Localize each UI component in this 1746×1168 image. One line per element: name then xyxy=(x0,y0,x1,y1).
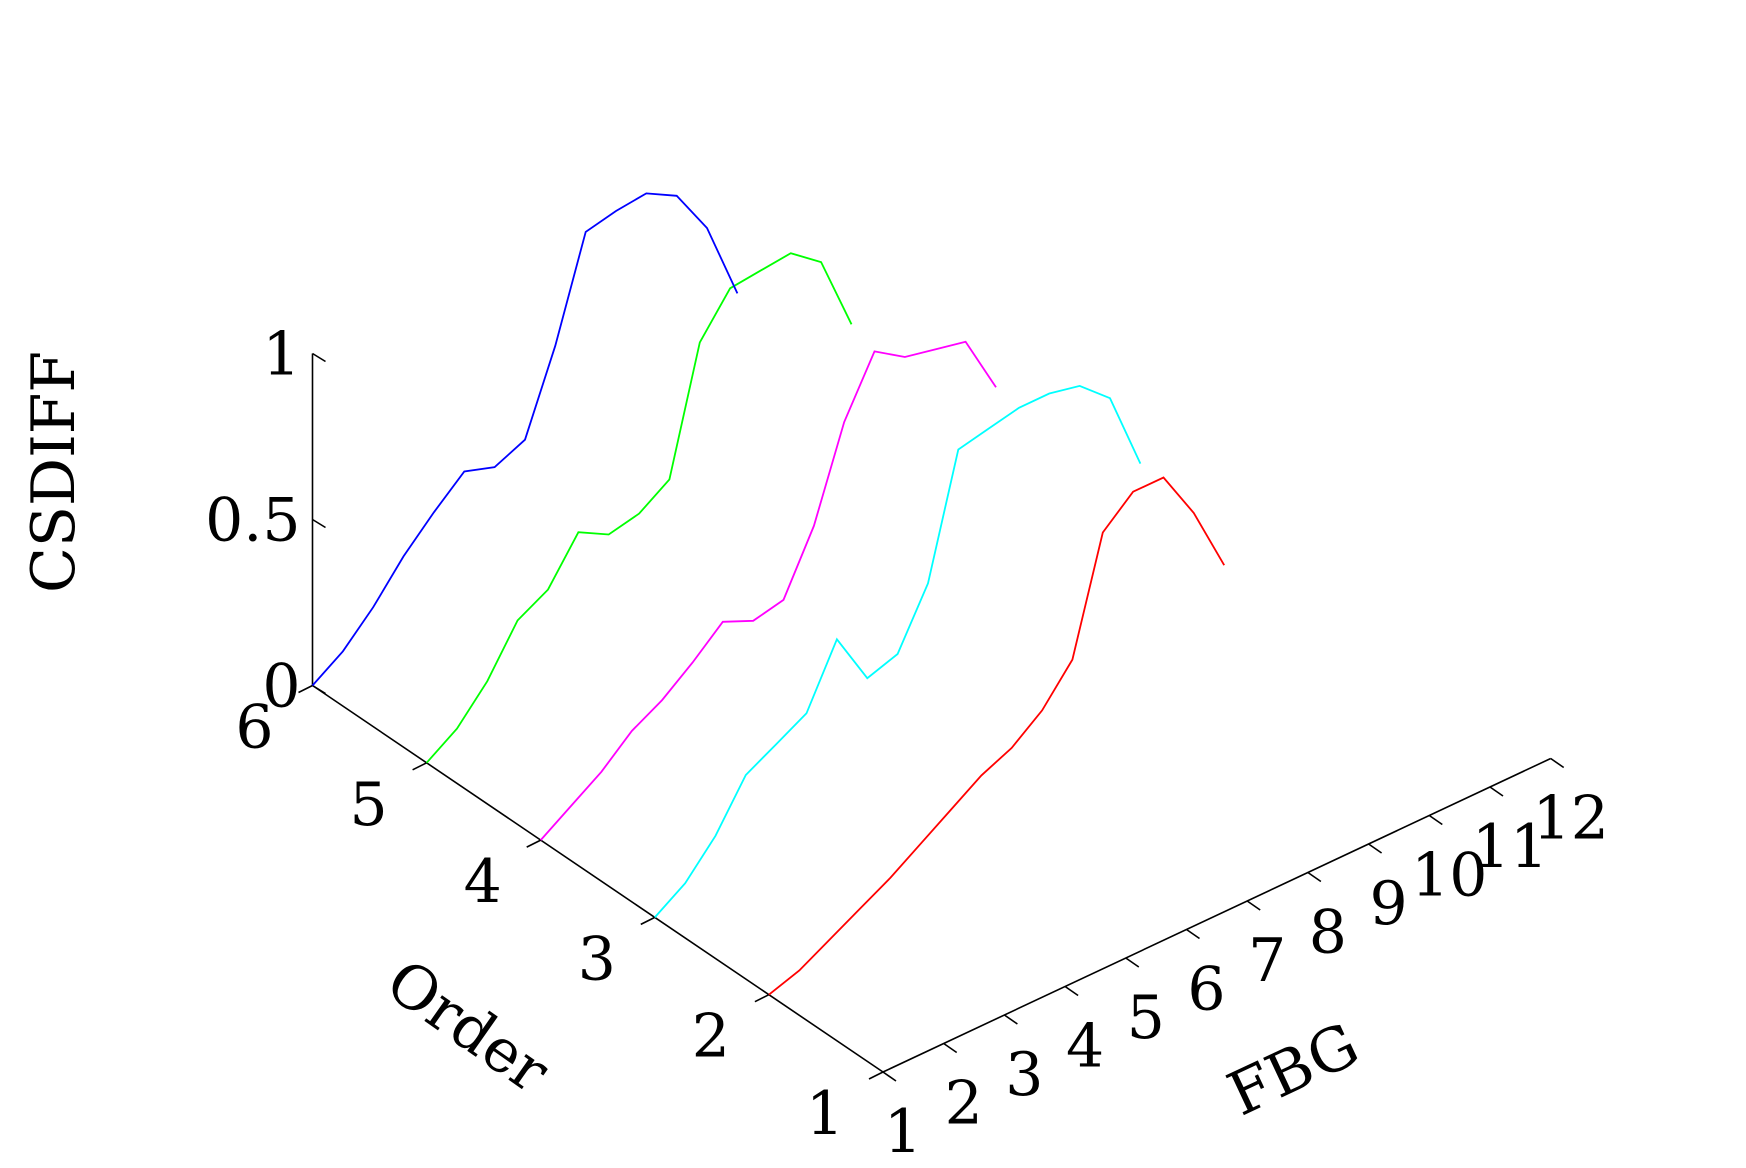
fbg-tick xyxy=(1125,957,1140,968)
axes-layer xyxy=(298,352,1565,1082)
fbg-tick-label: 5 xyxy=(1127,983,1165,1053)
csdiff-axis-title: CSDIFF xyxy=(19,351,89,593)
order-tick-label: 3 xyxy=(578,924,616,994)
fbg-tick-label: 10 xyxy=(1411,841,1487,911)
fbg-tick xyxy=(1186,928,1200,940)
series-line-order-3 xyxy=(654,384,1142,918)
series-line-order-6 xyxy=(311,192,739,687)
fbg-tick-label: 2 xyxy=(945,1069,983,1139)
csdiff-tick xyxy=(312,518,326,529)
csdiff-tick-label: 1 xyxy=(262,320,300,390)
fbg-tick-label: 3 xyxy=(1005,1040,1043,1110)
fbg-tick xyxy=(1246,900,1261,911)
csdiff-tick xyxy=(312,684,326,695)
fbg-tick-label: 7 xyxy=(1248,926,1286,996)
order-tick-label: 6 xyxy=(235,693,273,763)
order-tick-label: 2 xyxy=(692,1002,730,1072)
fbg-tick-label: 1 xyxy=(884,1097,922,1167)
order-tick-label: 1 xyxy=(806,1079,844,1149)
fbg-tick xyxy=(1428,814,1443,826)
fbg-tick-label: 6 xyxy=(1187,955,1225,1025)
fbg-tick-label: 9 xyxy=(1370,869,1408,939)
fbg-tick-label: 12 xyxy=(1533,784,1609,854)
fbg-tick xyxy=(1003,1014,1018,1025)
order-axis-line xyxy=(312,684,884,1073)
order-tick xyxy=(412,762,427,771)
fbg-tick-label: 11 xyxy=(1472,812,1548,882)
fbg-tick xyxy=(1368,843,1383,854)
csdiff-tick-label: 0 xyxy=(262,652,300,722)
order-tick-label: 4 xyxy=(464,847,502,917)
fbg-tick xyxy=(1489,786,1504,797)
series-line-order-4 xyxy=(540,340,997,841)
fbg-axis-title: FBG xyxy=(1218,1010,1370,1130)
order-axis-title: Order xyxy=(373,946,561,1107)
series-line-order-2 xyxy=(768,476,1225,996)
order-tick xyxy=(868,1071,884,1080)
series-line-order-5 xyxy=(425,252,853,764)
fbg-tick-label: 8 xyxy=(1309,898,1347,968)
order-tick xyxy=(754,993,770,1003)
fbg-tick xyxy=(943,1042,958,1054)
fbg-tick xyxy=(1064,985,1079,997)
csdiff-tick-label: 0.5 xyxy=(205,486,300,556)
fbg-tick-label: 4 xyxy=(1066,1012,1104,1082)
fbg-axis-line xyxy=(882,757,1552,1073)
order-tick xyxy=(526,839,542,848)
order-tick xyxy=(640,916,656,926)
series-layer xyxy=(311,192,1225,996)
order-tick xyxy=(298,684,313,694)
fbg-tick xyxy=(1307,871,1322,883)
fbg-tick xyxy=(1550,757,1565,769)
order-tick-label: 5 xyxy=(350,770,388,840)
fbg-tick xyxy=(882,1071,897,1082)
csdiff-tick xyxy=(312,352,326,363)
